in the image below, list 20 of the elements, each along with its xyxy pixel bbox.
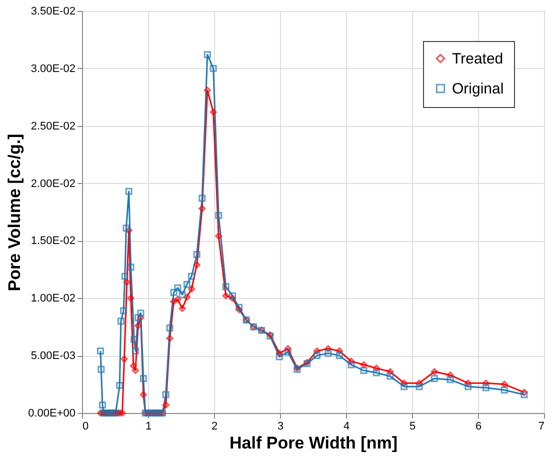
y-axis-title: Pore Volume [cc/g.] (5, 134, 24, 292)
y-tick-label: 5.00E-03 (30, 350, 76, 362)
y-tick-label: 0.00E+00 (28, 408, 76, 420)
x-tick-label: 7 (538, 420, 544, 432)
x-tick-label: 2 (211, 420, 218, 432)
legend-label: Treated (452, 50, 504, 68)
x-tick-label: 6 (475, 420, 482, 432)
x-tick-label: 5 (409, 420, 416, 432)
y-tick-label: 3.00E-02 (30, 62, 76, 75)
y-tick-label: 1.00E-02 (30, 292, 76, 305)
y-tick-label: 2.00E-02 (30, 178, 76, 190)
y-tick-label: 1.50E-02 (30, 235, 76, 248)
x-tick-label: 3 (277, 420, 284, 432)
y-tick-label: 3.50E-02 (30, 6, 76, 18)
legend-label: Original (452, 80, 504, 98)
x-tick-label: 0 (82, 420, 89, 432)
y-tick-label: 2.50E-02 (30, 120, 76, 132)
x-tick-label: 1 (145, 420, 152, 432)
x-axis-title: Half Pore Width [nm] (230, 434, 398, 452)
x-tick-label: 4 (343, 420, 350, 432)
